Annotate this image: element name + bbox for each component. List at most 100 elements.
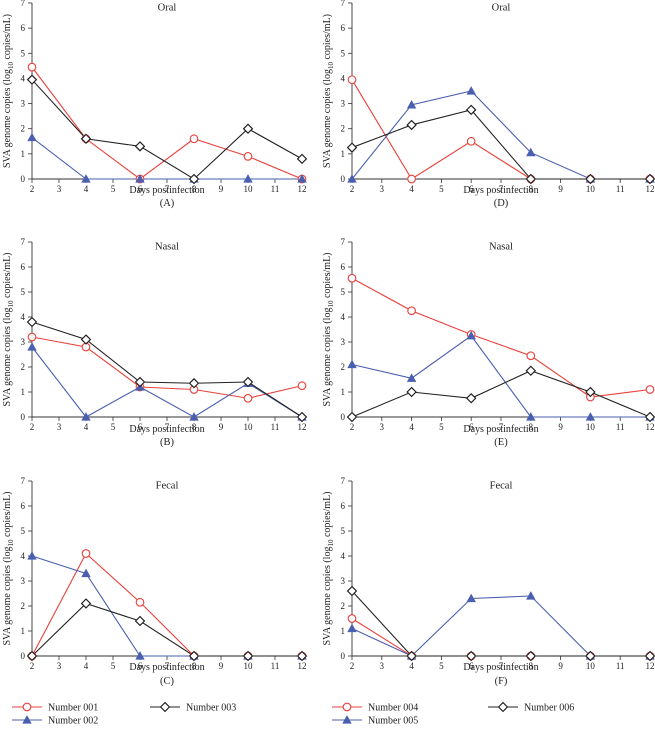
legend-swatch-marker (159, 701, 171, 713)
legend-label: Number 005 (368, 716, 418, 727)
data-point-number-006 (525, 365, 537, 376)
data-point-number-003 (26, 650, 38, 662)
x-tick-label: 10 (244, 184, 254, 194)
data-point-number-002 (297, 174, 307, 183)
series-line-number-003 (31, 602, 302, 657)
y-axis-label-suffix: copies/mL) (322, 491, 333, 539)
series-line-number-004 (351, 79, 650, 180)
y-axis-label-subscript: 10 (327, 62, 335, 70)
x-tick-label: 2 (350, 422, 355, 432)
panel-letter: (D) (494, 198, 509, 209)
x-tick-label: 8 (529, 184, 534, 194)
panel-title: Fecal (156, 480, 179, 491)
data-point-number-006 (525, 650, 537, 662)
data-point-number-006 (585, 386, 596, 398)
y-axis-label-prefix: SVA genome copies (log (322, 547, 333, 646)
x-tick-label: 3 (380, 184, 385, 194)
series-line-number-001 (31, 336, 303, 399)
x-tick-label: 11 (616, 184, 625, 194)
legend-label: Number 003 (186, 703, 236, 714)
y-tick-label: 5 (21, 48, 26, 58)
data-point-number-006 (525, 173, 537, 185)
y-tick-label: 4 (341, 551, 346, 561)
y-tick-label: 3 (21, 337, 26, 347)
y-tick-label: 7 (341, 0, 346, 8)
data-point-number-005 (526, 147, 536, 157)
x-tick-label: 4 (84, 184, 89, 194)
legend-left: Number 001 Number 003 Number 002 (12, 701, 236, 727)
y-axis-label-subscript: 10 (327, 539, 335, 547)
y-axis-label-prefix: SVA genome copies (log (2, 547, 13, 646)
y-axis-label: SVA genome copies (log10 copies/mL) (322, 14, 335, 168)
y-tick-label: 3 (341, 576, 346, 586)
series-line-number-006 (351, 109, 650, 180)
y-tick-label: 1 (341, 387, 346, 397)
data-point-number-003 (242, 123, 254, 134)
y-axis-label-suffix: copies/mL) (2, 14, 13, 62)
data-point-number-004 (407, 174, 416, 184)
y-axis-label: SVA genome copies (log10 copies/mL) (2, 14, 15, 168)
x-tick-label: 2 (30, 661, 35, 671)
x-tick-label: 4 (409, 422, 414, 432)
data-point-number-003 (80, 598, 92, 609)
data-point-number-003 (134, 376, 146, 388)
data-point-number-006 (465, 104, 477, 116)
data-point-number-005 (347, 359, 357, 369)
data-point-number-005 (347, 623, 357, 633)
y-tick-label: 7 (21, 237, 26, 247)
x-tick-label: 4 (409, 184, 414, 194)
data-point-number-006 (346, 585, 358, 597)
x-tick-label: 12 (646, 184, 655, 194)
data-point-number-006 (406, 650, 417, 662)
data-point-number-001 (27, 332, 37, 342)
x-tick-label: 9 (219, 661, 224, 671)
data-point-number-006 (585, 173, 596, 185)
x-tick-label: 6 (469, 422, 474, 432)
panel-title: Fecal (490, 480, 513, 491)
data-point-number-002 (243, 174, 253, 183)
data-point-number-003 (242, 376, 254, 388)
y-tick-label: 2 (21, 362, 26, 372)
x-tick-label: 6 (138, 422, 143, 432)
data-point-number-005 (406, 100, 417, 109)
x-tick-label: 11 (616, 422, 625, 432)
x-tick-label: 2 (350, 184, 355, 194)
y-tick-label: 1 (21, 149, 26, 159)
x-tick-label: 11 (271, 661, 280, 671)
y-tick-label: 4 (341, 312, 346, 322)
y-tick-label: 6 (21, 501, 26, 511)
data-point-number-003 (188, 378, 200, 389)
x-tick-label: 10 (244, 422, 254, 432)
y-axis-label: SVA genome copies (log10 copies/mL) (2, 491, 15, 645)
y-axis-label-suffix: copies/mL) (322, 252, 333, 300)
data-point-number-003 (80, 133, 92, 145)
x-tick-label: 8 (192, 184, 197, 194)
data-point-number-006 (644, 650, 655, 662)
y-tick-label: 4 (21, 551, 26, 561)
data-point-number-005 (466, 330, 476, 340)
data-point-number-006 (406, 119, 417, 131)
data-point-number-004 (347, 273, 357, 283)
y-axis-label: SVA genome copies (log10 copies/mL) (322, 252, 335, 406)
series-line-number-005 (351, 334, 650, 418)
y-tick-label: 7 (21, 476, 26, 486)
y-tick-label: 0 (341, 174, 346, 184)
panel-title: Oral (158, 2, 177, 13)
data-point-number-002 (81, 568, 91, 578)
data-point-number-004 (645, 385, 655, 394)
series-line-number-002 (31, 555, 302, 657)
x-tick-label: 9 (558, 422, 563, 432)
y-tick-label: 2 (341, 124, 346, 134)
legend-label: Number 004 (368, 703, 418, 714)
data-point-number-003 (80, 334, 92, 345)
y-tick-label: 6 (21, 262, 26, 272)
x-tick-label: 10 (586, 661, 596, 671)
x-tick-label: 8 (192, 661, 197, 671)
y-tick-label: 1 (341, 149, 346, 159)
y-axis-label-subscript: 10 (7, 62, 15, 70)
x-tick-label: 7 (499, 422, 504, 432)
panel-letter: (F) (495, 676, 508, 687)
